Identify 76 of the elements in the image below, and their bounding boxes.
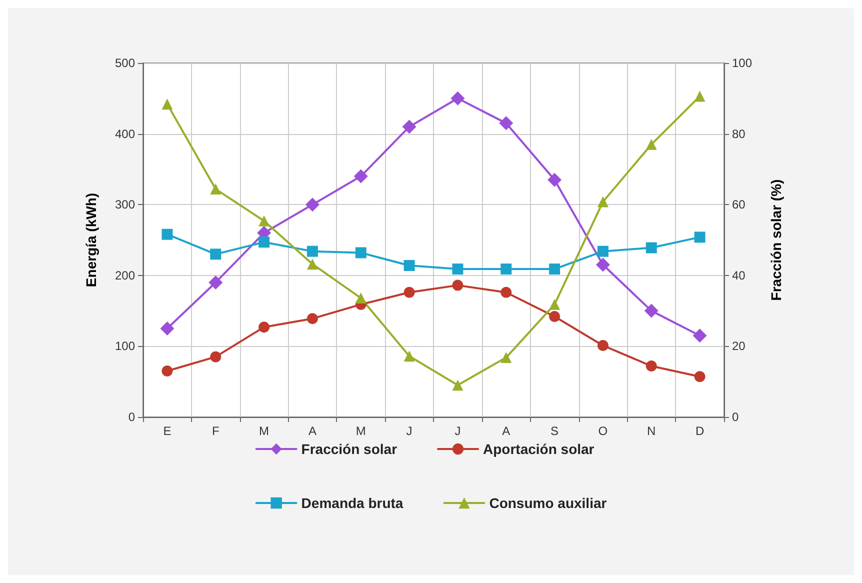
point: [354, 169, 368, 184]
point: [452, 280, 464, 291]
point: [549, 310, 560, 322]
x-tick-label: A: [308, 424, 316, 438]
point: [646, 242, 657, 254]
point: [258, 215, 270, 226]
y2-tick-label: 80: [732, 126, 746, 141]
x-tick-label: O: [598, 424, 608, 438]
point: [162, 228, 173, 240]
point: [160, 322, 174, 336]
x-tick-label: F: [212, 424, 220, 438]
point: [306, 246, 318, 257]
y-axis-title: Energía (kWh): [83, 192, 99, 288]
point: [452, 264, 464, 275]
x-tick-label: J: [406, 424, 412, 438]
point: [597, 246, 608, 257]
legend-label: Fracción solar: [301, 441, 398, 457]
point: [500, 352, 512, 364]
y2-axis-title: Fracción solar (%): [768, 179, 784, 301]
point: [210, 184, 222, 195]
point: [210, 248, 222, 260]
point: [646, 138, 657, 150]
legend-label: Consumo auxiliar: [489, 495, 608, 511]
point: [500, 264, 512, 275]
point: [355, 247, 366, 258]
point: [404, 286, 415, 298]
point: [644, 304, 658, 318]
point: [306, 313, 318, 324]
x-tick-label: E: [163, 424, 172, 438]
point: [404, 260, 415, 271]
point: [499, 116, 514, 130]
point: [162, 365, 173, 376]
y2-tick-label: 60: [732, 198, 746, 212]
y2-tick-label: 100: [732, 56, 752, 70]
point: [402, 120, 416, 134]
x-tick-label: J: [454, 424, 461, 438]
y-tick-label: 500: [114, 56, 136, 70]
point: [694, 371, 706, 382]
y2-tick-label: 40: [732, 268, 746, 282]
x-tick-label: M: [259, 424, 270, 438]
point: [548, 172, 562, 187]
point: [452, 380, 464, 391]
point: [404, 350, 415, 362]
point: [208, 275, 223, 290]
point: [692, 328, 707, 343]
point: [596, 258, 610, 272]
x-tick-label: S: [550, 424, 559, 438]
point: [694, 232, 706, 243]
legend-label: Demanda bruta: [301, 495, 404, 511]
point: [549, 298, 560, 310]
point: [450, 91, 465, 106]
y-tick-label: 300: [114, 198, 136, 212]
y-tick-label: 200: [114, 268, 136, 282]
point: [355, 292, 366, 304]
point: [305, 198, 320, 212]
y-tick-label: 0: [128, 410, 136, 424]
point: [646, 360, 657, 372]
point: [694, 90, 706, 102]
x-tick-label: N: [647, 424, 656, 438]
point: [306, 258, 318, 270]
x-tick-label: M: [356, 424, 366, 438]
point: [258, 236, 270, 248]
point: [500, 286, 512, 298]
point: [258, 322, 270, 333]
legend-label: Aportación solar: [483, 441, 595, 457]
point: [162, 98, 173, 110]
y-tick-label: 400: [114, 126, 136, 141]
y2-tick-label: 20: [732, 339, 746, 354]
y2-tick-label: 0: [732, 410, 739, 424]
point: [549, 264, 560, 275]
y-tick-label: 100: [114, 339, 136, 354]
point: [597, 196, 608, 208]
point: [597, 340, 608, 351]
point: [210, 351, 222, 362]
x-tick-label: D: [695, 424, 704, 438]
x-tick-label: A: [502, 424, 510, 438]
